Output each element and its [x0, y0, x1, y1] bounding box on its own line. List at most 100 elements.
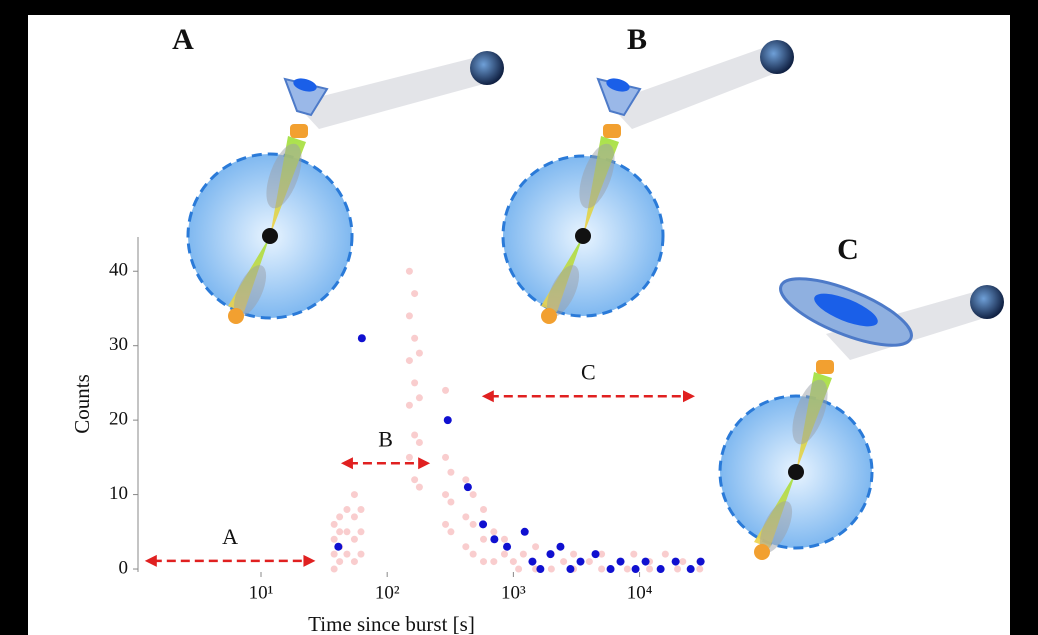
- point: [501, 536, 508, 543]
- point: [480, 558, 487, 565]
- point: [674, 566, 681, 573]
- x-tick-label: 10²: [375, 582, 400, 603]
- point: [480, 506, 487, 513]
- point: [510, 558, 517, 565]
- center: [262, 228, 278, 244]
- point: [598, 566, 605, 573]
- x-tick-label: 10¹: [249, 582, 274, 603]
- earth: [470, 51, 504, 85]
- point: [447, 499, 454, 506]
- y-axis-label: Counts: [70, 374, 94, 434]
- point: [406, 357, 413, 364]
- point: [442, 454, 449, 461]
- point: [442, 491, 449, 498]
- point: [406, 454, 413, 461]
- y-tick-label: 20: [109, 408, 128, 429]
- point: [351, 513, 358, 520]
- point: [331, 551, 338, 558]
- x-tick-label: 10³: [501, 582, 526, 603]
- point: [357, 506, 364, 513]
- point: [343, 551, 350, 558]
- point: [416, 439, 423, 446]
- point: [351, 558, 358, 565]
- point: [566, 565, 574, 573]
- center: [788, 464, 804, 480]
- point: [447, 469, 454, 476]
- point: [501, 551, 508, 558]
- point: [447, 528, 454, 535]
- point: [411, 432, 418, 439]
- point: [490, 528, 497, 535]
- point: [697, 558, 705, 566]
- point: [351, 491, 358, 498]
- point: [528, 558, 536, 566]
- point: [532, 543, 539, 550]
- point: [357, 551, 364, 558]
- y-tick-label: 10: [109, 483, 128, 504]
- point: [672, 558, 680, 566]
- jet-head: [603, 124, 621, 138]
- point: [464, 483, 472, 491]
- point: [642, 558, 650, 566]
- point: [336, 528, 343, 535]
- y-tick-label: 0: [119, 557, 129, 578]
- point: [617, 558, 625, 566]
- jet-head: [816, 360, 834, 374]
- panel-label: B: [627, 23, 647, 56]
- point: [560, 558, 567, 565]
- point: [470, 521, 477, 528]
- point: [416, 484, 423, 491]
- point: [546, 550, 554, 558]
- point: [462, 476, 469, 483]
- point: [416, 350, 423, 357]
- point: [630, 551, 637, 558]
- point: [470, 491, 477, 498]
- jet-head: [290, 124, 308, 138]
- point: [490, 535, 498, 543]
- point: [343, 506, 350, 513]
- center: [575, 228, 591, 244]
- point: [470, 551, 477, 558]
- y-tick-label: 40: [109, 260, 128, 281]
- point: [696, 566, 703, 573]
- point: [358, 334, 366, 342]
- point: [490, 558, 497, 565]
- point: [586, 558, 593, 565]
- point: [411, 476, 418, 483]
- point: [406, 402, 413, 409]
- earth: [970, 285, 1004, 319]
- x-tick-label: 10⁴: [627, 582, 653, 603]
- range-label: A: [222, 524, 238, 549]
- point: [444, 416, 452, 424]
- point: [479, 520, 487, 528]
- point: [503, 543, 511, 551]
- point: [411, 379, 418, 386]
- point: [592, 550, 600, 558]
- point: [536, 565, 544, 573]
- point: [462, 513, 469, 520]
- point: [657, 565, 665, 573]
- x-axis-label: Time since burst [s]: [308, 612, 475, 635]
- point: [520, 551, 527, 558]
- point: [336, 558, 343, 565]
- point: [442, 387, 449, 394]
- point: [515, 566, 522, 573]
- point: [577, 558, 585, 566]
- point: [662, 551, 669, 558]
- panel-label: C: [837, 233, 859, 266]
- figure: A B C 0 10 20 30 40 10¹ 10² 10³ 10⁴ Time since burs…: [0, 0, 1038, 635]
- point: [411, 335, 418, 342]
- y-tick-label: 30: [109, 334, 128, 355]
- jet-foot: [754, 544, 770, 560]
- jet-foot: [541, 308, 557, 324]
- point: [646, 566, 653, 573]
- point: [480, 536, 487, 543]
- point: [442, 521, 449, 528]
- point: [687, 565, 695, 573]
- point: [336, 513, 343, 520]
- point: [548, 566, 555, 573]
- point: [411, 290, 418, 297]
- point: [416, 394, 423, 401]
- range-label: B: [378, 426, 393, 451]
- point: [406, 268, 413, 275]
